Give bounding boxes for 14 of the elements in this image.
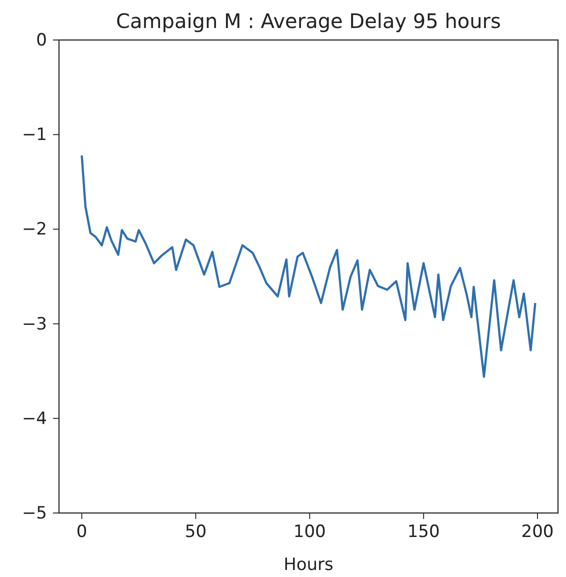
- x-axis-title: Hours: [284, 555, 334, 575]
- y-tick-label: −1: [22, 125, 47, 146]
- x-tick-label: 100: [293, 522, 326, 542]
- x-tick-label: 150: [407, 522, 440, 542]
- x-tick-label: 200: [521, 522, 554, 542]
- line-series: [80, 154, 536, 378]
- y-tick-label: −2: [22, 220, 47, 240]
- y-tick-label: −5: [22, 503, 47, 524]
- chart-title: Campaign M : Average Delay 95 hours: [116, 9, 501, 33]
- x-tick-label: 50: [184, 522, 207, 542]
- y-tick-label: −3: [22, 314, 47, 334]
- x-tick-label: 0: [76, 522, 88, 542]
- y-tick-label: −4: [22, 408, 47, 429]
- y-tick-label: 0: [36, 30, 47, 50]
